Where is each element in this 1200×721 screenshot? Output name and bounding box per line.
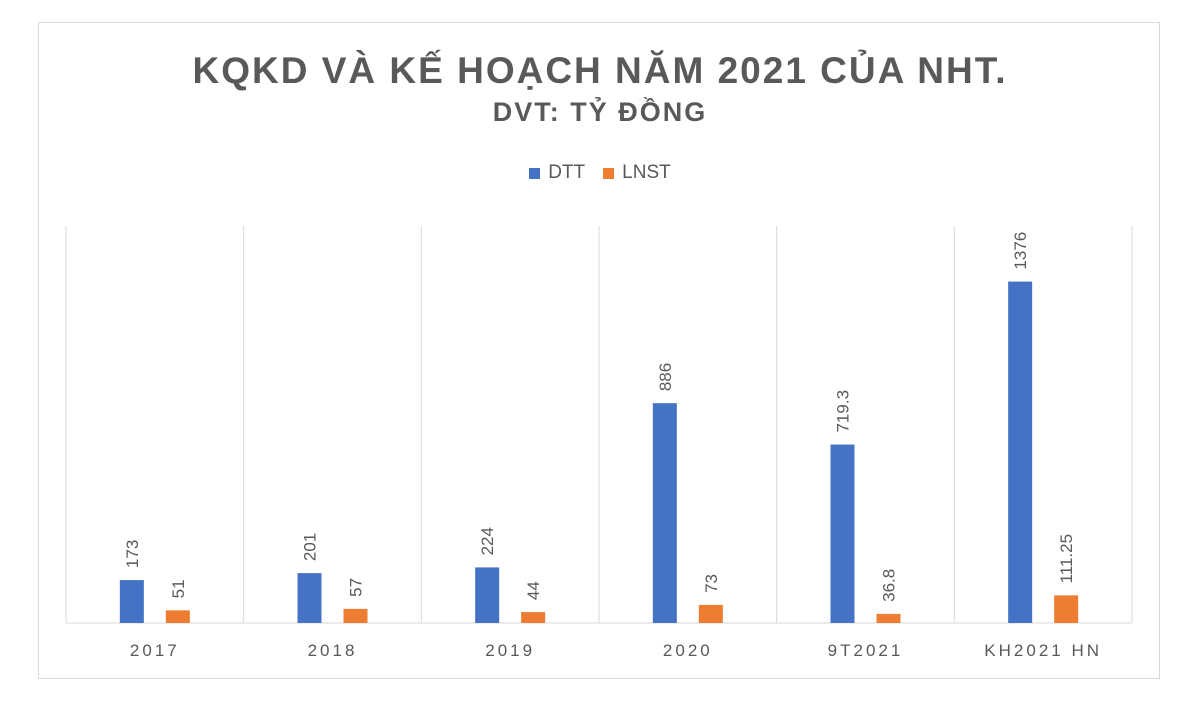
data-label-lnst-1: 57 xyxy=(347,578,366,597)
bar-lnst-1 xyxy=(343,608,368,623)
bar-lnst-2 xyxy=(521,612,546,623)
data-label-dtt-0: 173 xyxy=(123,540,142,568)
legend-swatch-lnst xyxy=(603,167,615,179)
legend: DTT LNST xyxy=(0,162,1200,184)
data-label-lnst-5: 111.25 xyxy=(1057,534,1076,583)
bar-lnst-0 xyxy=(165,610,190,623)
data-label-lnst-3: 73 xyxy=(702,574,721,593)
legend-label-dtt: DTT xyxy=(548,162,586,183)
bar-lnst-5 xyxy=(1054,595,1079,623)
bar-dtt-4 xyxy=(830,444,855,623)
chart-title: KQKD VÀ KẾ HOẠCH NĂM 2021 CỦA NHT. xyxy=(192,50,1008,91)
legend-item-dtt: DTT xyxy=(529,162,585,184)
legend-item-lnst: LNST xyxy=(603,162,671,184)
bar-dtt-1 xyxy=(297,573,322,623)
x-tick-label-1: 2018 xyxy=(308,641,358,660)
data-label-lnst-0: 51 xyxy=(169,579,188,598)
legend-label-lnst: LNST xyxy=(622,162,671,183)
bar-lnst-3 xyxy=(698,604,723,623)
x-tick-label-5: KH2021 HN xyxy=(984,641,1102,660)
chart-subtitle: DVT: TỶ ĐỒNG xyxy=(492,97,708,127)
data-label-dtt-1: 201 xyxy=(301,533,320,561)
bar-dtt-5 xyxy=(1008,281,1033,623)
data-label-lnst-4: 36.8 xyxy=(880,569,899,602)
x-tick-label-2: 2019 xyxy=(485,641,535,660)
bar-dtt-3 xyxy=(652,403,677,623)
legend-swatch-dtt xyxy=(529,167,541,179)
data-label-dtt-2: 224 xyxy=(478,527,497,555)
data-label-dtt-5: 1376 xyxy=(1011,232,1030,270)
x-tick-label-4: 9T2021 xyxy=(828,641,904,660)
data-label-lnst-2: 44 xyxy=(524,581,543,600)
x-tick-label-0: 2017 xyxy=(130,641,180,660)
bar-lnst-4 xyxy=(876,613,901,623)
bar-dtt-2 xyxy=(475,567,500,623)
bar-dtt-0 xyxy=(119,580,144,623)
data-label-dtt-4: 719.3 xyxy=(834,390,853,433)
x-tick-label-3: 2020 xyxy=(663,641,713,660)
data-label-dtt-3: 886 xyxy=(656,363,675,391)
